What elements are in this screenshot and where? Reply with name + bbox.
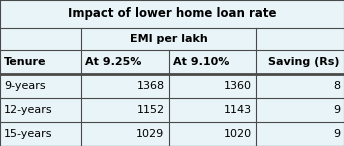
Text: 12-years: 12-years xyxy=(4,105,53,115)
Text: 1152: 1152 xyxy=(137,105,164,115)
Text: 9: 9 xyxy=(333,105,340,115)
Text: 15-years: 15-years xyxy=(4,129,53,139)
Text: 1360: 1360 xyxy=(224,81,252,91)
Text: 1368: 1368 xyxy=(137,81,164,91)
Text: Saving (Rs): Saving (Rs) xyxy=(269,57,340,67)
Text: 1143: 1143 xyxy=(224,105,252,115)
Text: 1020: 1020 xyxy=(224,129,252,139)
Text: 9-years: 9-years xyxy=(4,81,46,91)
Text: EMI per lakh: EMI per lakh xyxy=(130,34,207,44)
Text: 1029: 1029 xyxy=(136,129,164,139)
Text: At 9.10%: At 9.10% xyxy=(173,57,229,67)
Text: Tenure: Tenure xyxy=(4,57,46,67)
Text: 8: 8 xyxy=(333,81,340,91)
Text: Impact of lower home loan rate: Impact of lower home loan rate xyxy=(68,7,276,20)
Text: At 9.25%: At 9.25% xyxy=(85,57,141,67)
Text: 9: 9 xyxy=(333,129,340,139)
